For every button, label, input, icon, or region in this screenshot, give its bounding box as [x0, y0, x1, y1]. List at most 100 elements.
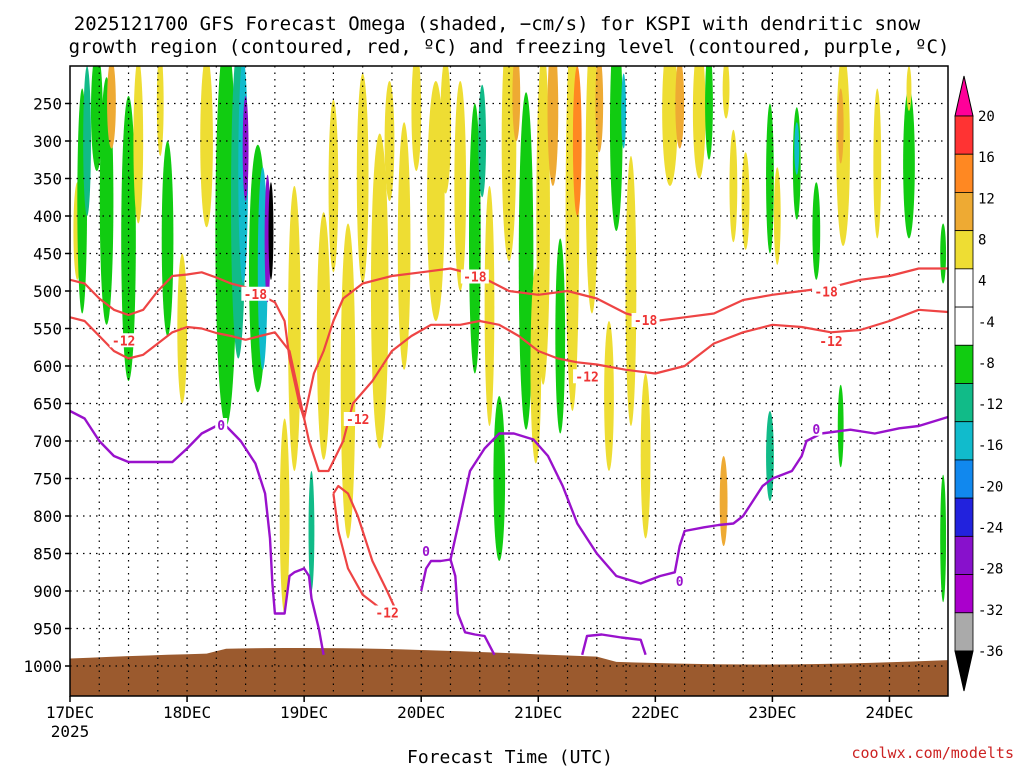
- contour-label-4: -12: [112, 334, 135, 349]
- y-tick-label-1: 300: [33, 132, 62, 151]
- y-tick-label-6: 550: [33, 320, 62, 339]
- omega-cell-66: [794, 122, 800, 175]
- omega-cell-34: [469, 103, 481, 374]
- contour-label-bg-7: [816, 334, 845, 348]
- ground-layer: [70, 648, 948, 696]
- omega-cell-53: [640, 373, 651, 539]
- omega-cell-52: [625, 156, 637, 426]
- omega-cell-70: [873, 88, 882, 239]
- colorbar-label-8: -16: [978, 438, 1003, 454]
- omega-cell-72: [903, 88, 915, 239]
- contour-label-bg-0: [241, 286, 270, 301]
- contour-label-7: -12: [819, 335, 842, 350]
- dgz-contour-1: [70, 308, 948, 473]
- omega-cell-56: [692, 66, 706, 179]
- colorbar-bottom-tip: [954, 650, 974, 692]
- omega-cell-2: [83, 66, 91, 216]
- omega-cell-49: [604, 321, 614, 471]
- colorbar-segment-6: [954, 306, 974, 346]
- grid-layer: [70, 66, 948, 696]
- x-tick-label-7: 24DEC: [865, 703, 913, 722]
- contour-label-bg-5: [343, 412, 372, 426]
- x-tick-label-3: 20DEC: [397, 703, 445, 722]
- contour-label-11: 0: [676, 575, 684, 590]
- colorbar-segment-1: [954, 115, 974, 155]
- colorbar-label-13: -36: [978, 644, 1003, 660]
- colorbar-segment-12: [954, 535, 974, 575]
- colorbar-label-7: -12: [978, 397, 1003, 413]
- y-tick-label-9: 700: [33, 432, 62, 451]
- colorbar-label-0: 20: [978, 109, 995, 125]
- omega-cell-55: [675, 66, 685, 149]
- contour-label-bg-8: [373, 605, 402, 620]
- colorbar-segment-10: [954, 459, 974, 499]
- y-tick-label-11: 800: [33, 507, 62, 526]
- ground-surface: [70, 648, 948, 696]
- colorbar-segment-3: [954, 192, 974, 232]
- omega-cell-57: [705, 66, 713, 160]
- colorbar-segment-14: [954, 612, 974, 652]
- contour-label-2: -18: [634, 314, 658, 329]
- x-tick-label-5: 22DEC: [631, 703, 679, 722]
- omega-cell-7: [133, 66, 144, 224]
- omega-cell-22: [308, 471, 315, 591]
- contour-label-9: 0: [217, 419, 225, 434]
- y-tick-label-12: 850: [33, 545, 62, 564]
- omega-cell-47: [585, 66, 599, 314]
- y-tick-label-15: 1000: [23, 657, 62, 676]
- freezing-contour-3: [581, 633, 647, 656]
- contour-label-6: -12: [575, 370, 598, 385]
- omega-cell-44: [555, 238, 566, 434]
- colorbar-label-9: -20: [978, 479, 1003, 495]
- colorbar-segment-2: [954, 153, 974, 193]
- omega-cell-71: [837, 384, 844, 468]
- contour-label-bg-11: [673, 574, 686, 588]
- contour-label-0: -18: [244, 288, 268, 303]
- colorbar-label-1: 16: [978, 150, 995, 166]
- contour-label-3: -18: [814, 286, 838, 301]
- y-tick-label-8: 650: [33, 395, 62, 414]
- omega-cell-35: [478, 84, 487, 198]
- omega-cell-68: [836, 66, 850, 246]
- contour-label-bg-3: [812, 284, 841, 299]
- omega-cell-24: [328, 99, 339, 273]
- omega-cell-42: [536, 66, 550, 385]
- colorbar-label-10: -24: [978, 521, 1003, 537]
- omega-cell-51: [621, 73, 627, 149]
- omega-cell-59: [729, 129, 738, 243]
- chart-title-line2: growth region (contoured, red, ºC) and f…: [69, 36, 950, 58]
- x-tick-label-2: 19DEC: [280, 703, 328, 722]
- omega-cell-74: [940, 474, 947, 603]
- dgz-contour-2: [332, 484, 398, 614]
- y-tick-label-13: 900: [33, 582, 62, 601]
- contour-label-bg-9: [215, 418, 228, 432]
- colorbar-segment-8: [954, 383, 974, 423]
- omega-cell-6: [121, 96, 136, 381]
- omega-cell-36: [484, 186, 495, 426]
- colorbar-top-tip: [954, 75, 974, 117]
- x-axis-label: Forecast Time (UTC): [407, 747, 613, 768]
- contour-label-1: -18: [463, 271, 487, 286]
- colorbar-segment-4: [954, 230, 974, 270]
- colorbar-label-5: -4: [978, 315, 995, 331]
- colorbar-segment-5: [954, 268, 974, 308]
- omega-cell-58: [722, 66, 730, 119]
- omega-cell-27: [370, 133, 389, 449]
- contour-layer: [70, 267, 948, 656]
- omega-cell-67: [812, 182, 821, 280]
- omega-cell-8: [156, 66, 164, 156]
- x-tick-label-0: 17DEC: [46, 703, 94, 722]
- colorbar-label-3: 8: [978, 232, 986, 248]
- omega-cell-50: [609, 66, 623, 231]
- x-tick-label-1: 18DEC: [163, 703, 211, 722]
- omega-cell-15: [242, 96, 249, 201]
- omega-cell-33: [454, 81, 467, 291]
- contour-label-8: -12: [375, 607, 398, 622]
- colorbar-label-11: -28: [978, 562, 1003, 578]
- y-tick-label-2: 350: [33, 170, 62, 189]
- omega-cell-9: [161, 141, 174, 336]
- colorbar-segment-11: [954, 497, 974, 537]
- colorbar-segment-13: [954, 574, 974, 614]
- freezing-contour-2: [449, 415, 948, 585]
